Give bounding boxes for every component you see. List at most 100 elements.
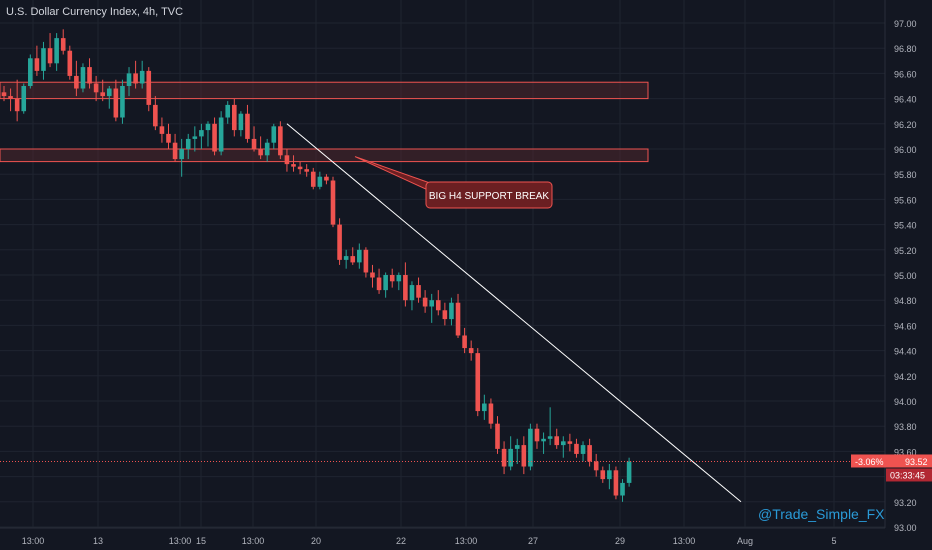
y-tick-label: 93.20 bbox=[894, 498, 917, 508]
candle-body bbox=[468, 348, 474, 354]
candle-body bbox=[547, 436, 553, 439]
candle-body bbox=[47, 48, 53, 64]
x-tick-label: 29 bbox=[615, 536, 625, 546]
candle-body bbox=[521, 445, 527, 467]
x-tick-label: 13:00 bbox=[169, 536, 192, 546]
candle-body bbox=[435, 300, 441, 311]
candle-body bbox=[60, 38, 66, 51]
candle-body bbox=[554, 436, 560, 446]
y-tick-label: 96.60 bbox=[894, 69, 917, 79]
y-tick-label: 94.80 bbox=[894, 296, 917, 306]
candle-body bbox=[455, 302, 461, 336]
candle-body bbox=[620, 482, 625, 496]
candle-body bbox=[580, 445, 586, 454]
candle-body bbox=[541, 438, 546, 442]
callout-text: BIG H4 SUPPORT BREAK bbox=[429, 191, 550, 202]
candle-body bbox=[567, 441, 573, 444]
x-tick-label: 5 bbox=[831, 536, 836, 546]
y-tick-label: 94.60 bbox=[894, 321, 917, 331]
candle-body bbox=[482, 403, 487, 412]
y-tick-label: 95.60 bbox=[894, 195, 917, 205]
candle-body bbox=[225, 104, 231, 118]
candle-body bbox=[389, 275, 395, 282]
x-tick-label: 13:00 bbox=[673, 536, 696, 546]
callout-box bbox=[425, 181, 553, 209]
change-label: -3.06% bbox=[855, 457, 884, 467]
candle-body bbox=[8, 96, 13, 99]
candle-body bbox=[593, 461, 599, 471]
y-tick-label: 95.80 bbox=[894, 170, 917, 180]
candle-body bbox=[304, 169, 309, 172]
candle-body bbox=[488, 403, 494, 424]
candle-body bbox=[600, 470, 606, 480]
candle-body bbox=[238, 113, 244, 131]
candle-body bbox=[462, 335, 467, 349]
candle-body bbox=[185, 138, 191, 149]
candle-body bbox=[192, 136, 198, 139]
candle-body bbox=[350, 256, 356, 263]
candle-body bbox=[613, 470, 619, 496]
candle-body bbox=[199, 130, 204, 137]
candle-body bbox=[54, 38, 59, 64]
candle-body bbox=[501, 448, 507, 467]
candle-body bbox=[74, 75, 79, 89]
x-tick-label: 15 bbox=[196, 536, 206, 546]
candle-body bbox=[317, 176, 323, 187]
candle-body bbox=[310, 171, 316, 187]
candle-body bbox=[41, 48, 46, 71]
candle-body bbox=[495, 423, 500, 449]
y-tick-label: 95.40 bbox=[894, 221, 917, 231]
candle-body bbox=[363, 249, 369, 273]
countdown-label: 03:33:45 bbox=[890, 470, 925, 480]
candle-body bbox=[284, 155, 290, 165]
candle-body bbox=[271, 126, 277, 143]
candle-body bbox=[343, 256, 349, 260]
candle-body bbox=[172, 142, 178, 160]
x-tick-label: 27 bbox=[528, 536, 538, 546]
candle-body bbox=[153, 104, 158, 127]
x-tick-label: 22 bbox=[396, 536, 406, 546]
candle-body bbox=[67, 50, 73, 76]
y-tick-label: 96.80 bbox=[894, 44, 917, 54]
watermark-text: @Trade_Simple_FX bbox=[758, 506, 885, 522]
candle-body bbox=[403, 275, 408, 301]
x-tick-label: Aug bbox=[737, 536, 753, 546]
candle-body bbox=[1, 92, 7, 97]
candle-body bbox=[179, 149, 184, 160]
x-tick-label: 13:00 bbox=[22, 536, 45, 546]
candle-body bbox=[205, 123, 211, 131]
candle-body bbox=[449, 302, 454, 320]
candle-body bbox=[514, 445, 520, 449]
candle-body bbox=[126, 73, 132, 86]
candle-body bbox=[297, 166, 303, 170]
candle-body bbox=[337, 224, 342, 260]
y-tick-label: 94.40 bbox=[894, 347, 917, 357]
candle-body bbox=[291, 164, 296, 167]
candle-body bbox=[21, 86, 27, 112]
y-tick-label: 97.00 bbox=[894, 19, 917, 29]
candle-body bbox=[28, 58, 33, 86]
countdown-badge bbox=[886, 468, 932, 482]
y-tick-label: 95.00 bbox=[894, 271, 917, 281]
candle-body bbox=[120, 86, 125, 118]
chart-title: U.S. Dollar Currency Index, 4h, TVC bbox=[6, 6, 184, 18]
candle-body bbox=[87, 67, 92, 84]
candle-body bbox=[251, 138, 257, 149]
candle-body bbox=[218, 117, 224, 152]
candle-body bbox=[93, 83, 99, 93]
y-tick-label: 95.20 bbox=[894, 246, 917, 256]
y-tick-label: 96.20 bbox=[894, 120, 917, 130]
candle-body bbox=[561, 441, 566, 446]
y-tick-label: 93.00 bbox=[894, 523, 917, 533]
candle-body bbox=[159, 126, 165, 134]
candle-body bbox=[139, 70, 145, 84]
x-tick-label: 13:00 bbox=[242, 536, 265, 546]
y-tick-label: 96.00 bbox=[894, 145, 917, 155]
x-tick-label: 13 bbox=[93, 536, 103, 546]
candle-body bbox=[258, 149, 263, 156]
candle-body bbox=[574, 443, 579, 454]
candle-body bbox=[528, 428, 533, 467]
candle-body bbox=[324, 176, 329, 181]
candle-body bbox=[607, 470, 612, 480]
